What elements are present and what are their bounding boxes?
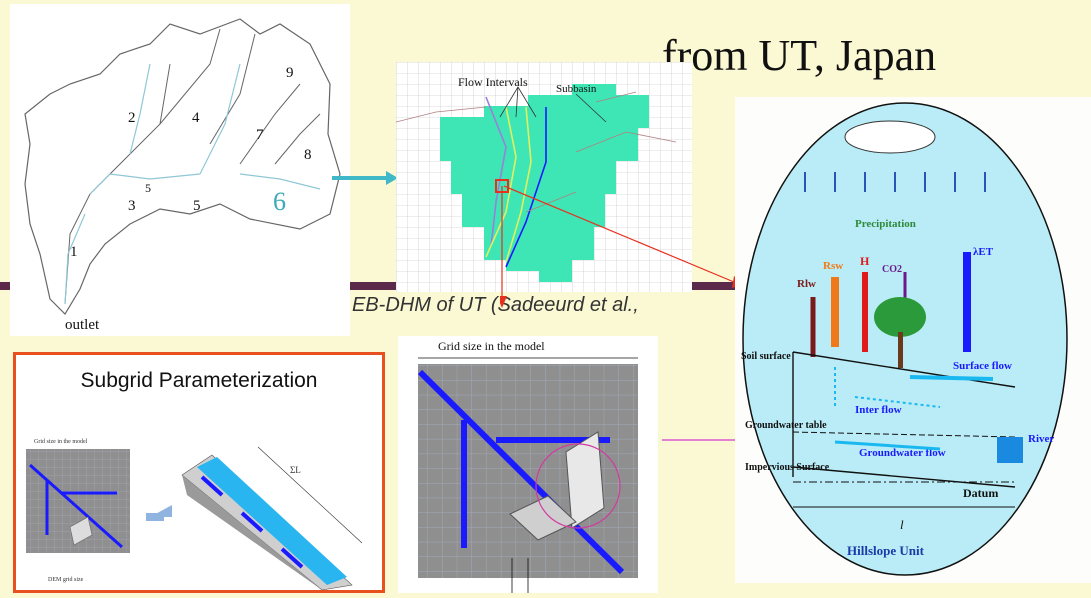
- grid-detail: Grid size in the model: [417, 339, 638, 593]
- outlet-label: outlet: [65, 317, 100, 333]
- subbasin-number: 1: [70, 244, 78, 260]
- rsw-label: Rsw: [823, 260, 843, 272]
- subbasin-number: 3: [128, 198, 136, 214]
- subgrid-grid-size-label: Grid size in the model: [34, 439, 88, 445]
- flow-intervals-label: Flow Intervals: [458, 75, 528, 89]
- subbasin-number: 5: [145, 181, 151, 195]
- link-arrow: [332, 171, 398, 185]
- basin-map: 1 2 3 4 5 5 6 7 8 9 outlet: [24, 18, 341, 333]
- detail-grid-size-label: Grid size in the model: [438, 339, 545, 353]
- subbasin-label: Subbasin: [556, 83, 597, 95]
- soil-surface-label: Soil surface: [741, 351, 791, 362]
- co2-label: CO2: [882, 264, 902, 275]
- grid-map-panel: Flow Intervals Subbasin: [395, 62, 692, 292]
- hillslope-unit-label: Hillslope Unit: [847, 543, 925, 558]
- subgrid-title: Subgrid Parameterization: [80, 369, 318, 392]
- zoom-connector: [500, 185, 744, 308]
- basin-map-panel: 1 2 3 4 5 5 6 7 8 9 outlet: [10, 4, 350, 336]
- subgrid-dem-label: DEM grid size: [48, 577, 84, 583]
- subbasin-number: 2: [128, 110, 136, 126]
- subbasin-number: 5: [193, 198, 201, 214]
- grid-detail-panel: Grid size in the model: [398, 336, 658, 593]
- impervious-label: Impervious Surface: [745, 462, 830, 473]
- slide-caption: EB-DHM of UT (Sadeeurd et al.,: [352, 294, 639, 316]
- groundwater-table-label: Groundwater table: [745, 420, 827, 431]
- grid-map: Flow Intervals Subbasin: [395, 62, 692, 292]
- precipitation-label: Precipitation: [855, 218, 916, 230]
- subbasin-number: 7: [256, 127, 264, 143]
- subbasin-number: 6: [273, 187, 286, 216]
- hillslope-panel: Precipitation Rlw Rsw H CO2 λET Soil sur…: [735, 97, 1091, 583]
- let-label: λET: [973, 246, 994, 258]
- subbasin-number: 9: [286, 65, 294, 81]
- datum-label: Datum: [963, 486, 998, 500]
- subbasin-number: 8: [304, 147, 312, 163]
- subgrid-illustration: Grid size in the model ΣL DEM grid size: [26, 439, 363, 590]
- rlw-label: Rlw: [797, 278, 816, 290]
- subbasin-number: 4: [192, 110, 200, 126]
- subgrid-sum-label: ΣL: [290, 465, 301, 475]
- inter-flow-label: Inter flow: [855, 404, 902, 416]
- surface-flow-label: Surface flow: [953, 360, 1012, 372]
- river-label: River: [1028, 433, 1054, 445]
- groundwater-flow-label: Groundwater flow: [859, 447, 946, 459]
- slide-title: from UT, Japan: [662, 31, 937, 80]
- hillslope-diagram: Precipitation Rlw Rsw H CO2 λET Soil sur…: [741, 102, 1068, 576]
- subgrid-panel: Subgrid Parameterization Grid size in th…: [13, 352, 385, 593]
- l-label: l: [900, 517, 904, 532]
- h-label: H: [860, 254, 870, 268]
